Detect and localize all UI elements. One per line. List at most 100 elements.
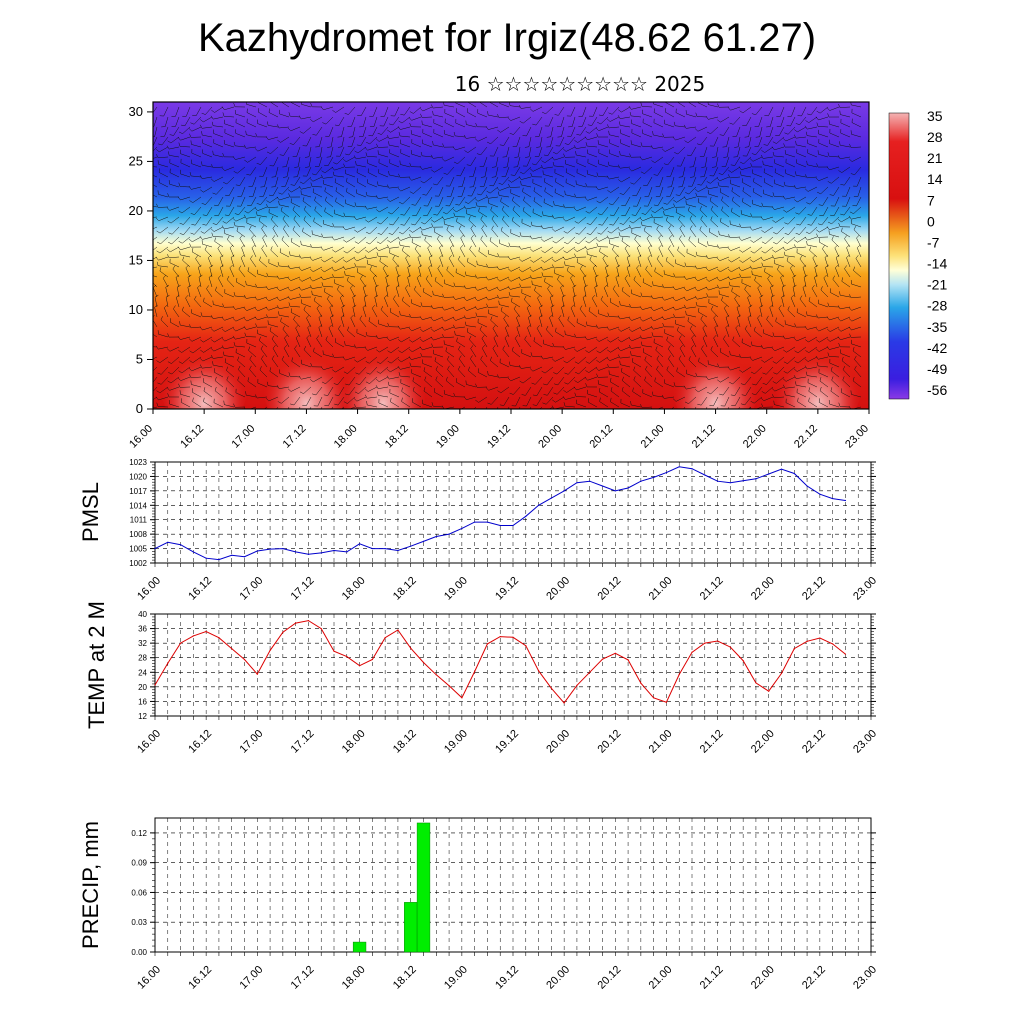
wind-barb-flag [584,136,588,140]
wind-barb [346,177,356,188]
wind-barb-shaft [457,156,466,164]
wind-barb-shaft [228,206,235,216]
wind-barb-shaft [774,146,785,151]
wind-barb-shaft [807,176,818,179]
wind-barb-shaft [554,204,565,208]
wind-barb-flag [742,187,745,192]
wind-barb-flag [223,182,227,185]
wind-barb-flag [463,205,467,210]
wind-barb-shaft [620,143,631,148]
wind-barb [200,226,213,234]
wind-barb-flag [443,212,447,215]
wind-barb-shaft [427,196,433,207]
wind-barb-shaft [345,173,356,178]
wind-barb-shaft [180,153,191,158]
wind-barb [641,206,653,215]
wind-barb [609,139,620,148]
wind-barb [346,187,356,198]
wind-barb-flag [357,178,359,183]
wind-barb-shaft [302,200,312,208]
wind-barb [322,219,334,228]
wind-barb-shaft [193,116,202,125]
wind-barb-flag [546,136,551,138]
wind-barb [456,166,466,177]
wind-barb-shaft [612,196,620,205]
wind-barb [464,196,477,204]
wind-barb-shaft [598,126,609,132]
wind-barb [210,176,224,182]
wind-barb-shaft [539,136,543,147]
wind-barb-flag [838,219,842,223]
wind-barb [606,116,620,122]
wind-barb [544,177,554,188]
wind-barb [302,166,312,177]
wind-barb [760,216,774,221]
wind-barb [807,149,818,158]
wind-barb-flag [731,207,733,212]
wind-barb-shaft [543,174,554,178]
wind-barb [699,206,708,218]
wind-barb-shaft [224,226,235,230]
wind-barb-flag [772,192,775,197]
wind-barb-shaft [283,146,290,156]
wind-barb-flag [584,197,588,201]
wind-barb-flag [673,203,676,208]
wind-barb [742,197,752,208]
wind-barb-flag [489,102,490,103]
wind-barb-shaft [768,106,774,116]
wind-barb-shaft [279,196,290,201]
wind-barb-shaft [290,102,301,108]
wind-barb [310,103,323,108]
wind-barb [728,166,741,173]
wind-barb [287,126,301,132]
wind-barb-flag [211,164,214,168]
wind-barb-flag [147,114,151,115]
wind-barb [816,186,829,195]
wind-barb [157,190,169,198]
wind-barb [302,136,312,147]
wind-barb [851,118,862,128]
wind-barb-flag [246,174,251,176]
wind-barb [727,106,741,111]
wind-barb-shaft [532,106,543,112]
wind-barb [552,161,565,168]
wind-barb [620,129,631,138]
wind-barb [390,106,400,117]
wind-barb [155,216,169,222]
wind-barb [827,216,840,225]
wind-barb-shaft [257,123,268,128]
wind-barb [267,121,279,128]
wind-barb [723,146,730,158]
wind-barb-shaft [545,106,554,114]
wind-barb [839,141,851,148]
wind-barb [543,198,554,208]
wind-barb-flag [486,141,491,145]
wind-barb [584,196,598,201]
wind-barb-flag [190,232,195,235]
wind-barb [324,207,334,218]
wind-barb-flag [684,140,688,144]
wind-barb-flag [617,115,621,119]
wind-barb [464,146,477,153]
wind-barb-shaft [263,186,268,197]
wind-barb-shaft [323,223,334,228]
wind-barb-shaft [434,216,444,223]
wind-barb [818,139,829,148]
wind-barb-shaft [659,176,664,187]
wind-barb-shaft [708,116,719,120]
wind-barb [683,124,697,129]
wind-barb-shaft [235,225,246,228]
wind-barb-flag [145,158,148,161]
wind-barb-shaft [853,206,862,214]
wind-barb-shaft [216,216,224,225]
wind-barb-flag [441,158,446,162]
wind-barb-shaft [484,166,488,177]
wind-barb-shaft [489,102,499,108]
wind-barb-shaft [467,112,477,118]
wind-barb [663,196,675,205]
wind-barb [337,126,345,138]
wind-barb [621,196,631,207]
wind-barb-flag [562,148,567,152]
wind-barb-shaft [742,182,752,188]
wind-barb-shaft [526,156,532,167]
